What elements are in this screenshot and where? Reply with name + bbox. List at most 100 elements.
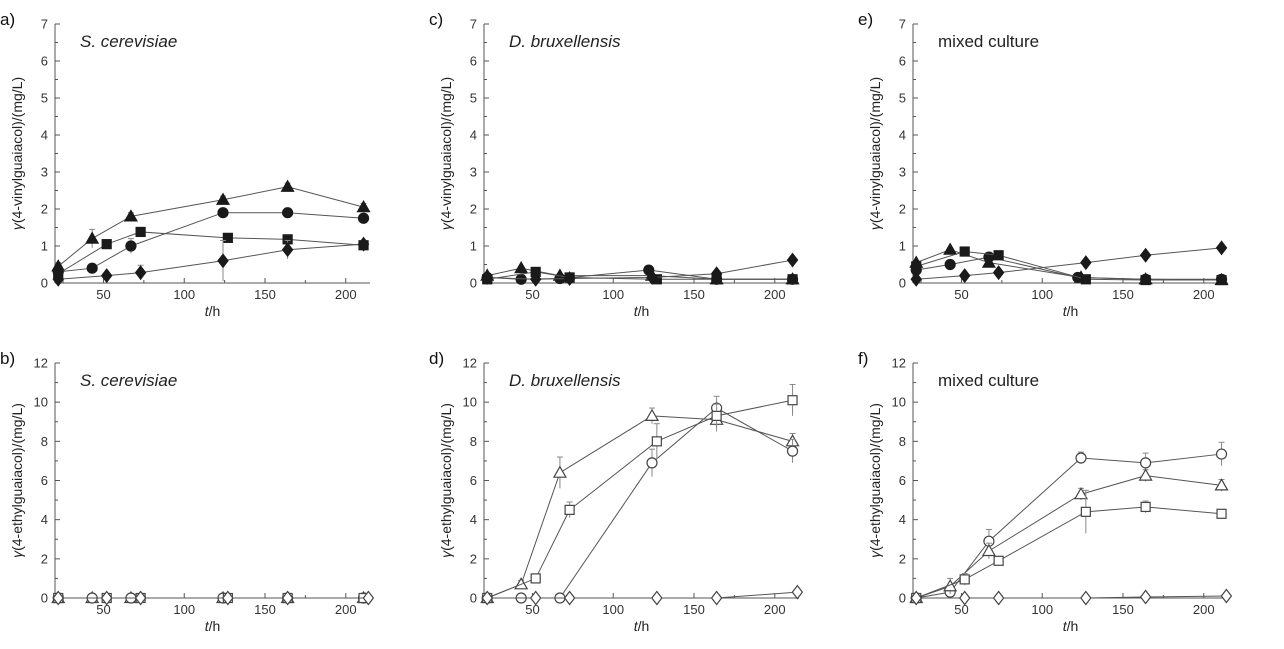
data-point-square [1080, 506, 1091, 517]
x-tick-label: 200 [764, 602, 786, 617]
y-tick-label: 10 [463, 395, 477, 410]
data-point-triangle [85, 231, 100, 244]
y-tick-label: 7 [899, 17, 906, 32]
data-point-diamond [529, 271, 542, 287]
data-point-diamond [1139, 589, 1152, 605]
x-axis-label-unit: /h [209, 618, 221, 634]
data-point-diamond [100, 590, 113, 606]
series-line [58, 212, 364, 273]
y-tick-label: 3 [470, 165, 477, 180]
series-diamond [481, 584, 804, 606]
data-point-diamond [910, 271, 922, 287]
y-tick-label: 7 [41, 17, 48, 32]
y-tick-label: 4 [899, 128, 906, 143]
x-tick-label: 200 [335, 287, 357, 302]
y-axis-label-text: (4-vinylguaiacol)/(mg/L) [438, 77, 454, 223]
data-point-triangle [356, 199, 371, 213]
data-point-square [787, 395, 798, 406]
series-diamond [52, 236, 370, 287]
data-point-circle [786, 445, 799, 457]
x-axis-label-unit: /h [638, 303, 650, 319]
data-point-square [911, 261, 922, 272]
x-axis-label-unit: /h [1067, 618, 1079, 634]
x-tick-label: 100 [173, 287, 195, 302]
data-point-square [135, 226, 146, 238]
y-tick-label: 1 [470, 239, 477, 254]
data-point-triangle [1214, 478, 1229, 491]
y-axis-label-text: (4-ethylguaiacol)/(mg/L) [9, 403, 25, 551]
data-point-diamond [52, 590, 64, 606]
panel-letter: e) [858, 10, 873, 29]
data-point-circle [86, 262, 98, 274]
y-tick-label: 0 [899, 591, 906, 606]
y-tick-label: 2 [470, 551, 477, 566]
data-point-diamond [563, 590, 576, 606]
data-point-square [993, 250, 1004, 261]
y-tick-label: 3 [41, 165, 48, 180]
x-tick-label: 100 [1031, 602, 1053, 617]
x-axis-label-var: t [205, 618, 210, 634]
data-point-triangle [280, 179, 295, 192]
x-axis-label-var: t [205, 303, 210, 319]
y-tick-label: 2 [41, 202, 48, 217]
y-axis-label-var: γ [867, 222, 883, 230]
series-line [916, 453, 1222, 599]
data-point-diamond [992, 590, 1005, 606]
x-axis-label-unit: /h [209, 303, 221, 319]
series-line [487, 407, 793, 599]
x-tick-label: 50 [96, 287, 110, 302]
x-axis-label: t/h [1063, 618, 1079, 634]
panel-a: 0 1 2 3 4 5 6 7 50 100 150 200 t/h γ(4-vinylguaiacol)… [0, 10, 371, 319]
data-point-circle [1140, 457, 1152, 469]
y-tick-label: 1 [41, 239, 48, 254]
y-tick-label: 4 [41, 512, 48, 527]
data-point-square [787, 274, 798, 285]
data-point-square [1216, 274, 1227, 286]
y-axis-label-text: (4-ethylguaiacol)/(mg/L) [438, 403, 454, 551]
y-tick-label: 5 [470, 91, 477, 106]
data-point-triangle [215, 192, 231, 205]
y-tick-label: 0 [470, 591, 477, 606]
x-axis-label-unit: /h [638, 618, 650, 634]
series-diamond [481, 252, 799, 287]
panel-title: D. bruxellensis [509, 371, 621, 390]
x-axis-label-var: t [1063, 303, 1068, 319]
data-point-triangle [644, 408, 660, 421]
data-point-diamond [910, 590, 922, 606]
y-axis-label-var: γ [9, 222, 25, 230]
data-point-circle [282, 207, 294, 219]
x-axis-label: t/h [205, 303, 221, 319]
data-point-diamond [1080, 255, 1092, 271]
series-line [487, 259, 793, 280]
y-tick-label: 12 [892, 356, 906, 371]
x-tick-label: 150 [1112, 287, 1134, 302]
y-tick-label: 6 [41, 473, 48, 488]
panel-d: 0 2 4 6 8 10 12 50 100 150 200 t/h γ(4-ethylguaiacol… [429, 349, 804, 634]
x-axis-label: t/h [634, 618, 650, 634]
data-point-circle [646, 457, 658, 469]
data-point-diamond [481, 590, 493, 606]
series-line [487, 399, 793, 599]
y-tick-label: 6 [899, 473, 906, 488]
y-tick-label: 5 [899, 91, 906, 106]
data-point-diamond [1080, 590, 1092, 606]
x-tick-label: 50 [525, 287, 539, 302]
data-point-diamond [281, 590, 294, 606]
x-tick-label: 150 [1112, 602, 1134, 617]
data-point-diamond [134, 265, 147, 281]
panel-e: 0 1 2 3 4 5 6 7 50 100 150 200 t/h γ(4-vinylguaiacol)… [858, 10, 1229, 319]
x-tick-label: 50 [954, 602, 968, 617]
data-point-diamond [362, 590, 375, 606]
data-point-square [993, 555, 1004, 566]
data-point-triangle [123, 209, 138, 222]
x-tick-label: 200 [764, 287, 786, 302]
y-axis-label: γ(4-vinylguaiacol)/(mg/L) [438, 77, 454, 230]
data-point-square [651, 436, 662, 447]
data-point-square [1140, 274, 1151, 286]
data-point-diamond [958, 590, 971, 606]
data-point-circle [125, 240, 137, 252]
data-point-diamond [1215, 240, 1228, 256]
x-tick-label: 100 [602, 287, 624, 302]
series-diamond [52, 590, 375, 606]
data-point-triangle [514, 260, 529, 274]
